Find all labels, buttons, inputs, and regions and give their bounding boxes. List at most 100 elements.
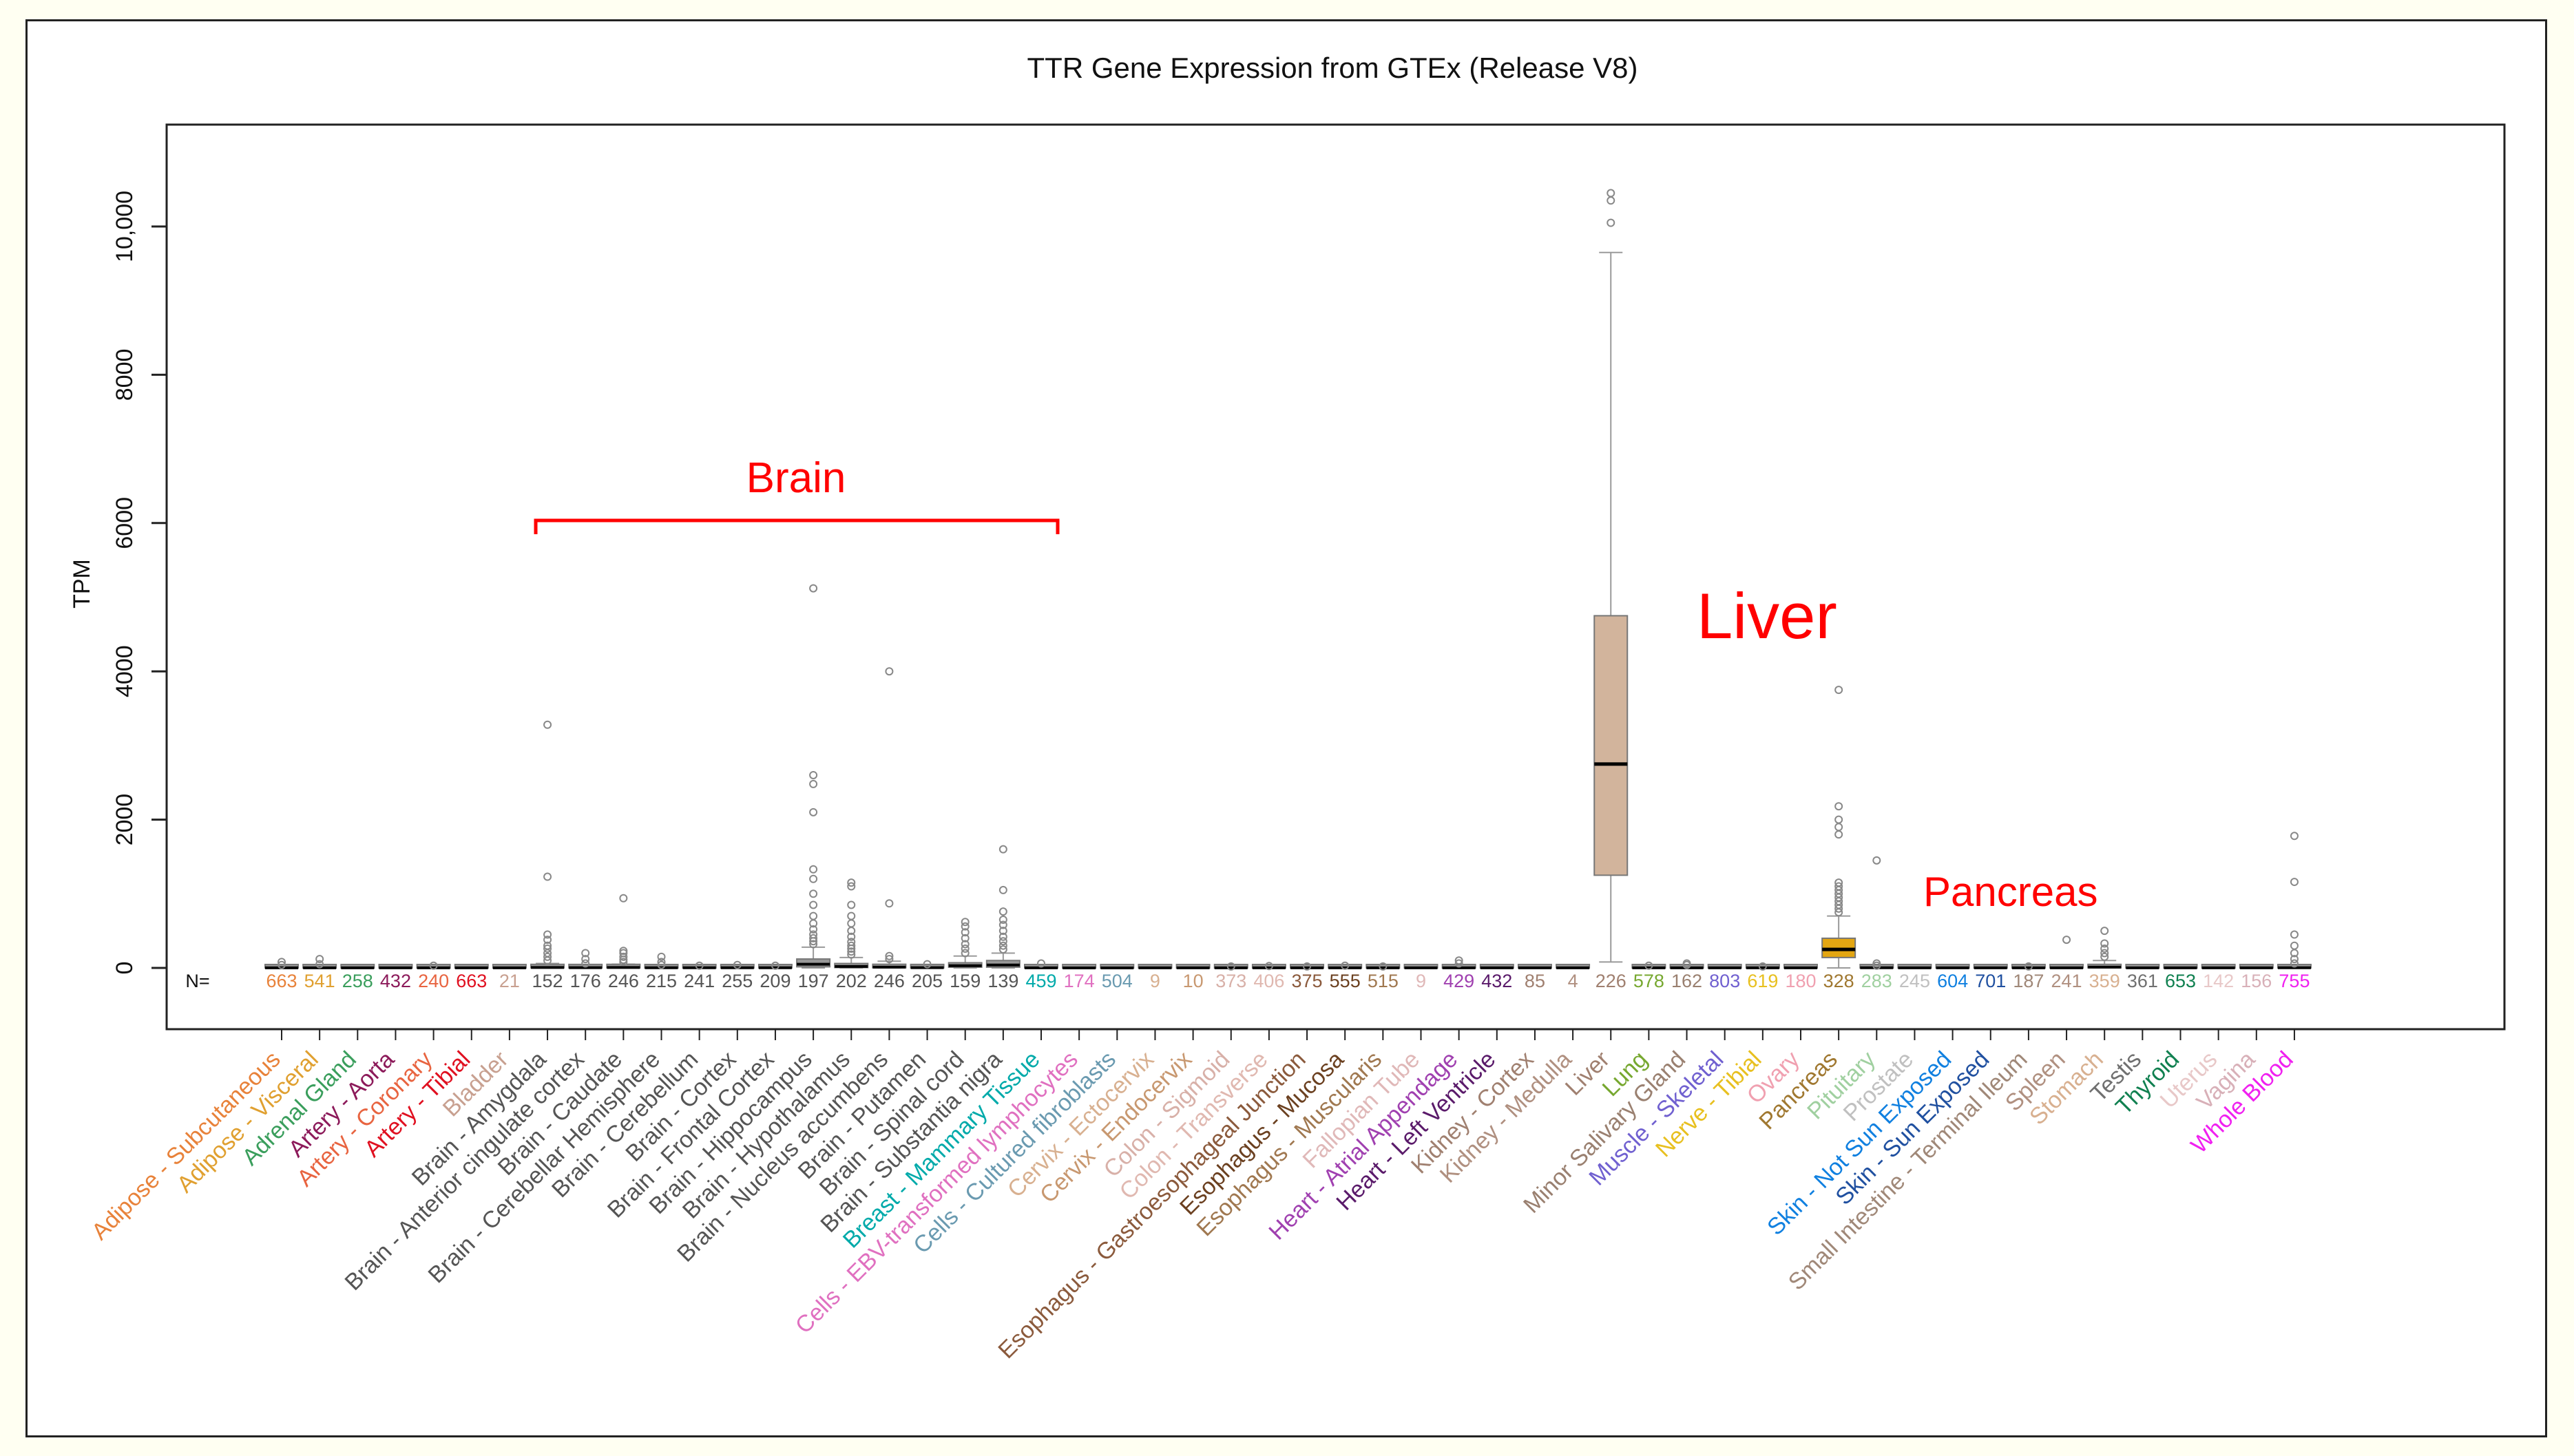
n-count: 328 xyxy=(1823,971,1854,991)
box-cells-ebv-transformed-lymphocytes xyxy=(1062,964,1097,969)
plot-area xyxy=(165,123,2506,1031)
outlier-point xyxy=(961,928,970,937)
n-count: 361 xyxy=(2127,971,2158,991)
box-brain-cerebellum xyxy=(682,961,717,970)
outlier-point xyxy=(809,874,818,883)
outlier-point xyxy=(1644,961,1653,970)
outlier-point xyxy=(809,930,818,939)
outlier-point xyxy=(1834,686,1843,695)
n-count: 142 xyxy=(2203,971,2234,991)
n-count: 432 xyxy=(380,971,411,991)
outlier-point xyxy=(847,882,856,891)
pancreas-annotation: Pancreas xyxy=(1923,869,2097,915)
outlier-point xyxy=(809,925,818,933)
box-spleen xyxy=(2049,936,2084,969)
n-count: 246 xyxy=(608,971,639,991)
n-count: 9 xyxy=(1416,971,1426,991)
chart-frame: TTR Gene Expression from GTEx (Release V… xyxy=(25,19,2547,1437)
y-tick-label: 8000 xyxy=(112,349,138,401)
outlier-point xyxy=(543,872,552,881)
box-adipose-visceral xyxy=(302,955,337,969)
outlier-point xyxy=(847,938,856,947)
box-whole-blood xyxy=(2277,832,2312,969)
outlier-point xyxy=(998,945,1007,954)
outlier-point xyxy=(961,918,970,927)
box-fallopian-tube xyxy=(1403,964,1438,969)
box-liver xyxy=(1593,189,1629,963)
outlier-point xyxy=(1872,959,1881,968)
box xyxy=(1593,615,1629,876)
outlier-point xyxy=(809,911,818,920)
outlier-point xyxy=(998,937,1007,946)
outlier-point xyxy=(1834,815,1843,824)
outlier-point xyxy=(998,920,1007,929)
outlier-point xyxy=(543,936,552,945)
outlier-point xyxy=(1607,218,1615,227)
n-count: 174 xyxy=(1064,971,1095,991)
outlier-point xyxy=(847,950,856,959)
outlier-point xyxy=(809,889,818,898)
n-count: 156 xyxy=(2241,971,2272,991)
outlier-point xyxy=(885,951,894,960)
n-count: 375 xyxy=(1292,971,1323,991)
n-count: 359 xyxy=(2089,971,2120,991)
outlier-point xyxy=(998,927,1007,936)
box-skin-not-sun-exposed xyxy=(1935,964,1970,969)
outlier-point xyxy=(2024,962,2033,971)
y-tick-label: 0 xyxy=(112,962,138,975)
n-count: 21 xyxy=(499,971,520,991)
outlier-point xyxy=(1226,962,1235,971)
outlier-point xyxy=(543,944,552,953)
n-row: N= 663 541 258 432 240 663 21 152 176 246 215 241 25… xyxy=(185,971,2310,991)
n-count: 373 xyxy=(1215,971,1246,991)
box-brain-amygdala xyxy=(530,720,565,969)
n-count: 10 xyxy=(1183,971,1204,991)
n-count: 202 xyxy=(836,971,867,991)
box-small-intestine-terminal-ileum xyxy=(2011,962,2046,971)
outlier-point xyxy=(847,947,856,956)
n-count: 245 xyxy=(1899,971,1930,991)
box-artery-tibial xyxy=(454,964,489,969)
outlier-point xyxy=(1834,823,1843,832)
n-count: 803 xyxy=(1709,971,1740,991)
outlier-point xyxy=(2290,955,2299,964)
outlier-point xyxy=(1454,959,1463,968)
box-prostate xyxy=(1897,964,1932,969)
n-count: 246 xyxy=(874,971,905,991)
outlier-point xyxy=(961,940,970,949)
y-tick-label: 4000 xyxy=(112,645,138,697)
outlier-point xyxy=(998,885,1007,894)
box-cervix-endocervix xyxy=(1175,964,1211,969)
outlier-point xyxy=(1264,962,1273,971)
outlier-point xyxy=(998,907,1007,916)
chart: TTR Gene Expression from GTEx (Release V… xyxy=(69,52,2506,1364)
box-testis xyxy=(2125,964,2160,969)
box-heart-left-ventricle xyxy=(1479,964,1514,969)
n-count: 4 xyxy=(1568,971,1578,991)
brain-annotation: Brain xyxy=(746,454,846,502)
outlier-point xyxy=(1379,962,1388,971)
outlier-point xyxy=(278,960,286,969)
outlier-point xyxy=(543,952,552,961)
outlier-point xyxy=(278,958,286,967)
box-pancreas xyxy=(1821,686,1856,969)
n-count: 139 xyxy=(987,971,1018,991)
n-count: 209 xyxy=(760,971,791,991)
n-count: 619 xyxy=(1747,971,1778,991)
outlier-point xyxy=(543,720,552,729)
outlier-point xyxy=(923,960,932,969)
outlier-point xyxy=(543,930,552,939)
box-brain-putamen xyxy=(910,960,945,969)
annotations: Brain Liver Pancreas xyxy=(534,454,2097,915)
n-count: 258 xyxy=(342,971,373,991)
n-count: 459 xyxy=(1025,971,1056,991)
outlier-point xyxy=(809,940,818,949)
box-brain-substantia-nigra xyxy=(985,845,1021,969)
box-bladder xyxy=(492,964,527,969)
y-tick-label: 10,000 xyxy=(112,191,138,262)
n-count: 162 xyxy=(1671,971,1702,991)
n-count: 215 xyxy=(646,971,677,991)
outlier-point xyxy=(2100,927,2109,936)
outlier-point xyxy=(315,960,324,969)
